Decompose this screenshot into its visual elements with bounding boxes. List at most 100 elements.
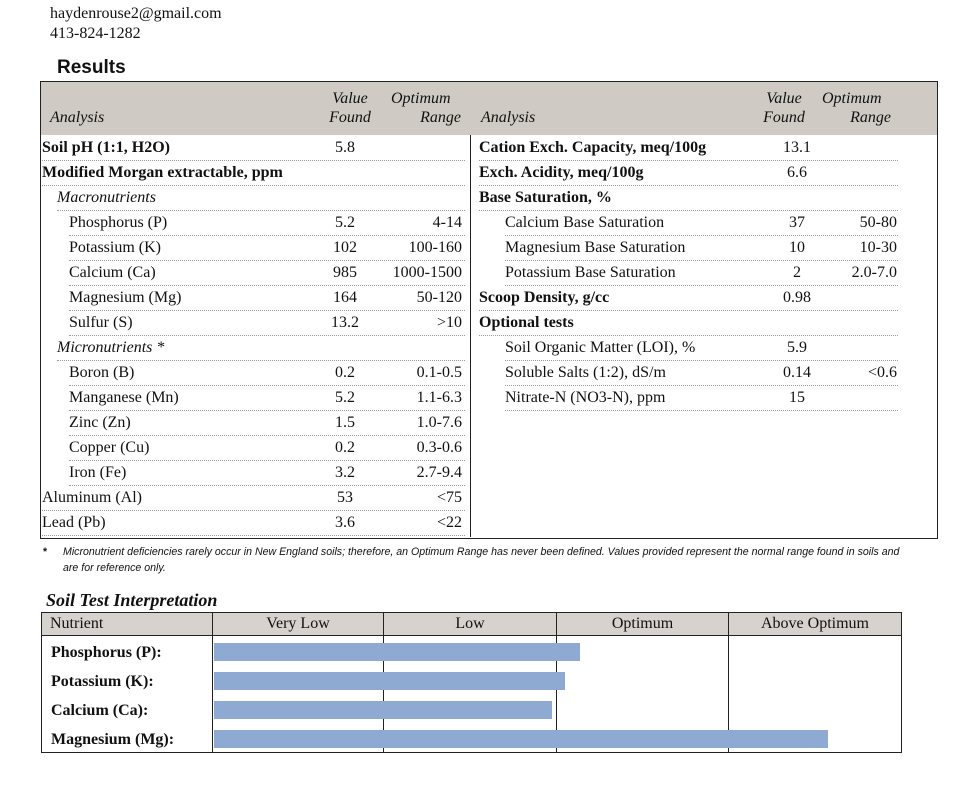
table-row: Potassium (K) 102 100-160 (69, 235, 465, 261)
row-value: 5.2 (335, 389, 355, 406)
table-row: Sulfur (S) 13.2 >10 (69, 310, 465, 336)
row-label: Modified Morgan extractable, ppm (42, 164, 283, 181)
table-row: Modified Morgan extractable, ppm (42, 160, 465, 186)
interpretation-col-above-optimum: Above Optimum (761, 615, 869, 632)
row-value: 10 (789, 239, 805, 256)
row-label: Copper (Cu) (69, 439, 150, 456)
row-value: 5.8 (335, 139, 355, 156)
footnote: * Micronutrient deficiencies rarely occur… (40, 544, 903, 576)
row-value: 1.5 (335, 414, 355, 431)
row-range: 0.1-0.5 (416, 364, 462, 381)
row-label: Zinc (Zn) (69, 414, 131, 431)
row-value: 5.2 (335, 214, 355, 231)
right-header-optimum-top: Optimum (822, 90, 882, 107)
row-label: Potassium (K) (69, 239, 161, 256)
row-range: 1000-1500 (392, 264, 462, 281)
row-label: Boron (B) (69, 364, 135, 381)
row-value: 13.2 (331, 314, 359, 331)
row-value: 0.14 (783, 364, 811, 381)
nutrient-label: Potassium (K): (51, 673, 154, 690)
row-label: Soil Organic Matter (LOI), % (505, 339, 696, 356)
row-value: 6.6 (787, 164, 807, 181)
level-bar (214, 643, 580, 661)
row-label: Iron (Fe) (69, 464, 127, 481)
contact-phone: 413-824-1282 (50, 25, 141, 42)
nutrient-label: Calcium (Ca): (51, 702, 149, 719)
left-header-value-top: Value (332, 90, 368, 107)
nutrient-label: Phosphorus (P): (51, 644, 162, 661)
row-range: 4-14 (432, 214, 462, 231)
row-value: 102 (333, 239, 357, 256)
left-header-optimum-top: Optimum (391, 90, 451, 107)
results-title: Results (57, 57, 126, 78)
row-value: 53 (337, 489, 353, 506)
row-label: Aluminum (Al) (42, 489, 142, 506)
row-value: 2 (793, 264, 801, 281)
table-row: Micronutrients * (57, 335, 465, 361)
row-label: Phosphorus (P) (69, 214, 168, 231)
row-range: <75 (436, 489, 462, 506)
interpretation-col-divider (212, 612, 213, 753)
row-value: 164 (333, 289, 357, 306)
row-label: Base Saturation, % (479, 189, 612, 206)
row-label: Manganese (Mn) (69, 389, 179, 406)
table-row: Exch. Acidity, meq/100g 6.6 (479, 160, 898, 186)
table-row: Calcium Base Saturation 37 50-80 (505, 210, 898, 236)
right-header-analysis: Analysis (481, 109, 536, 126)
table-row: Phosphorus (P) 5.2 4-14 (69, 210, 465, 236)
table-row: Copper (Cu) 0.2 0.3-0.6 (69, 435, 465, 461)
right-header-optimum-bottom: Range (850, 109, 891, 126)
left-header-analysis: Analysis (50, 109, 105, 126)
interpretation-col-very-low: Very Low (266, 615, 330, 632)
table-row: Potassium Base Saturation 2 2.0-7.0 (505, 260, 898, 286)
row-label: Cation Exch. Capacity, meq/100g (479, 139, 707, 156)
row-range: >10 (436, 314, 462, 331)
row-range: <22 (436, 514, 462, 531)
table-row: Magnesium Base Saturation 10 10-30 (505, 235, 898, 261)
results-column-divider (470, 135, 471, 537)
table-row: Calcium (Ca) 985 1000-1500 (69, 260, 465, 286)
row-range: <0.6 (867, 364, 897, 381)
row-value: 0.2 (335, 364, 355, 381)
footnote-marker: * (43, 546, 48, 558)
row-label: Scoop Density, g/cc (479, 289, 610, 306)
row-label: Exch. Acidity, meq/100g (479, 164, 644, 181)
table-row: Lead (Pb) 3.6 <22 (42, 510, 465, 536)
right-header-value-top: Value (766, 90, 802, 107)
row-range: 10-30 (859, 239, 897, 256)
row-value: 37 (789, 214, 805, 231)
row-value: 3.6 (335, 514, 355, 531)
row-range: 100-160 (408, 239, 462, 256)
row-label: Sulfur (S) (69, 314, 133, 331)
table-row: Boron (B) 0.2 0.1-0.5 (69, 360, 465, 386)
row-label: Magnesium Base Saturation (505, 239, 686, 256)
row-value: 985 (333, 264, 357, 281)
table-row: Cation Exch. Capacity, meq/100g 13.1 (479, 135, 898, 161)
level-bar (214, 701, 552, 719)
row-range: 1.1-6.3 (416, 389, 462, 406)
interpretation-table (41, 612, 902, 753)
row-label: Soluble Salts (1:2), dS/m (505, 364, 666, 381)
footnote-text: Micronutrient deficiencies rarely occur … (63, 546, 900, 574)
right-header-value-bottom: Found (763, 109, 805, 126)
row-label: Micronutrients * (57, 339, 165, 356)
contact-email: haydenrouse2@gmail.com (50, 5, 222, 22)
row-label: Nitrate-N (NO3-N), ppm (505, 389, 666, 406)
table-row: Magnesium (Mg) 164 50-120 (69, 285, 465, 311)
table-row: Optional tests (479, 310, 898, 336)
interpretation-col-divider (728, 612, 729, 753)
row-label: Optional tests (479, 314, 574, 331)
row-value: 5.9 (787, 339, 807, 356)
table-row: Soil Organic Matter (LOI), % 5.9 (505, 335, 898, 361)
table-row: Manganese (Mn) 5.2 1.1-6.3 (69, 385, 465, 411)
row-range: 50-120 (416, 289, 462, 306)
row-range: 2.0-7.0 (851, 264, 897, 281)
row-label: Potassium Base Saturation (505, 264, 676, 281)
table-row: Iron (Fe) 3.2 2.7-9.4 (69, 460, 465, 486)
nutrient-label: Magnesium (Mg): (51, 731, 175, 748)
table-row: Aluminum (Al) 53 <75 (42, 485, 465, 511)
results-header-band (41, 82, 937, 135)
row-value: 0.2 (335, 439, 355, 456)
results-table (40, 81, 938, 539)
level-bar (214, 672, 565, 690)
